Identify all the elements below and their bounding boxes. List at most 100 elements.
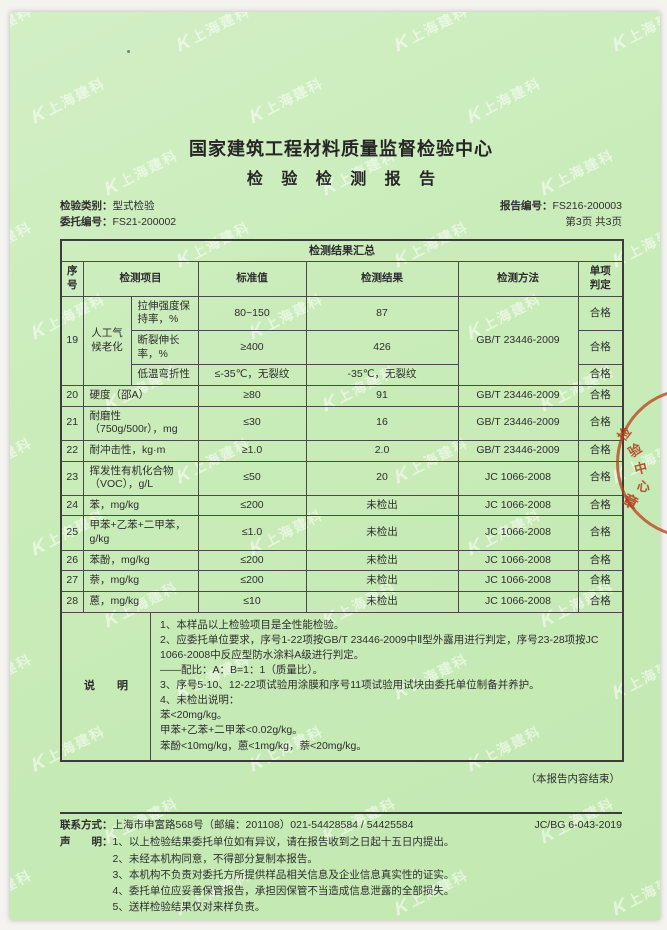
watermark-logo-text: K上海建科 [10,650,35,694]
verdict: 合格 [577,405,624,441]
item-name: 挥发性有机化合物（VOC），g/L [82,460,199,496]
verdict: 合格 [577,439,624,462]
item-name: 苯酚，mg/kg [82,549,199,572]
result-row-21: 21 耐磨性（750g/500r），mg ≤30 16 GB/T 23446-2… [60,405,624,441]
report-no-value: FS216-200003 [552,199,622,212]
standard-value: ≤200 [197,549,307,572]
jianke-logo-icon: K [29,534,49,561]
item-name: 蒽，mg/kg [82,591,199,613]
test-result: 未检出 [305,570,459,593]
col-header-std: 标准值 [197,261,307,297]
item-name: 拉伸强度保持率，% [130,295,199,332]
item-name: 耐冲击性，kg·m [82,439,199,462]
table-header-row: 序号 检测项目 标准值 检测结果 检测方法 单项 判定 [60,261,624,297]
standard-value: ≤30 [197,405,307,441]
notes-body: 1、本样品以上检验项目是全性能检验。 2、应委托单位要求，序号1-22项按GB/… [151,613,622,760]
note-line: 苯酚<10mg/kg，蒽<1mg/kg，萘<20mg/kg。 [160,739,367,752]
row-no: 20 [60,384,84,407]
jianke-logo-icon: K [29,102,49,129]
test-result: 未检出 [305,591,459,613]
standard-value: 80~150 [197,295,307,332]
result-row-23: 23 挥发性有机化合物（VOC），g/L ≤50 20 JC 1066-2008… [60,460,624,496]
verdict: 合格 [577,494,624,517]
contact-value: 上海市申富路568号（邮编：201108）021-54428584 / 5442… [112,818,414,831]
commission-no-value: FS21-200002 [112,216,177,229]
test-result: -35℃，无裂纹 [305,364,459,386]
test-result: 87 [305,295,459,332]
standard-value: ≤1.0 [197,515,307,551]
test-method: JC 1066-2008 [457,515,579,551]
report-no-row: 报告编号：FS216-200003 [500,198,622,215]
test-result: 426 [305,330,459,366]
test-result: 2.0 [305,439,459,462]
verdict: 合格 [577,591,624,613]
footer-divider [60,811,622,814]
result-row-25: 25 甲苯+乙苯+二甲苯，g/kg ≤1.0 未检出 JC 1066-2008 … [60,515,624,551]
result-row-19a: 19 人工气候老化 拉伸强度保持率，% 80~150 87 GB/T 23446… [60,295,624,386]
result-row-28: 28 蒽，mg/kg ≤10 未检出 JC 1066-2008 合格 [60,591,624,613]
item-name: 断裂伸长率，% [130,330,199,366]
item-name: 低温弯折性 [130,364,199,386]
statement-item: 3、本机构不负责对委托方所提供样品相关信息及企业信息真实性的证实。 [112,868,455,881]
item-category: 人工气候老化 [82,295,132,386]
inspection-category-row: 检验类别：型式检验 [60,198,176,215]
result-row-26: 26 苯酚，mg/kg ≤200 未检出 JC 1066-2008 合格 [60,549,624,572]
verdict: 合格 [577,384,624,407]
test-method: JC 1066-2008 [457,591,579,613]
watermark-logo-text: K上海建科 [10,12,35,46]
inspection-category-value: 型式检验 [112,199,155,212]
statement-item: 1、以上检验结果委托单位如有异议，请在报告收到之日起十五日内提出。 [112,836,455,849]
note-line: 2、应委托单位要求，序号1-22项按GB/T 23446-2009中Ⅱ型外露用进… [160,633,599,661]
notes-cell: 说 明 1、本样品以上检验项目是全性能检验。 2、应委托单位要求，序号1-22项… [60,611,624,762]
notes-label: 说 明 [62,612,151,760]
watermark-logo-text: K上海建科 [10,866,35,910]
test-method: JC 1066-2008 [457,570,579,593]
verdict: 合格 [577,460,624,496]
jianke-logo-icon: K [29,750,49,777]
commission-no-row: 委托编号：FS21-200002 [60,214,176,231]
col-header-method: 检测方法 [457,261,579,297]
note-line: 甲苯+乙苯+二甲苯<0.02g/kg。 [160,724,303,737]
test-method: GB/T 23446-2009 [457,384,579,407]
col-header-no: 序号 [60,261,84,297]
table-caption: 检测结果汇总 [60,239,624,263]
standard-value: ≤-35℃，无裂纹 [197,364,307,386]
col-header-verdict: 单项 判定 [577,261,624,297]
row-no: 24 [60,494,84,517]
standard-value: ≥400 [197,330,307,366]
row-no: 22 [60,439,84,462]
watermark-logo-text: K上海建科 [10,434,35,478]
report-end-note: （本报告内容结束） [525,772,621,785]
report-meta-right: 报告编号：FS216-200003 第3页 共3页 [500,198,622,232]
col-header-result: 检测结果 [305,261,459,297]
standard-value: ≥1.0 [197,439,307,462]
statement-label: 声 明： [60,836,113,849]
item-name: 硬度（邵A） [82,384,199,407]
contact-line: 联系方式：上海市申富路568号（邮编：201108）021-54428584 /… [60,818,622,834]
result-row-19b: 断裂伸长率，% ≥400 426 合格 [61,330,624,366]
row-no: 19 [60,295,84,386]
result-row-22: 22 耐冲击性，kg·m ≥1.0 2.0 GB/T 23446-2009 合格 [60,439,624,462]
standard-value: ≤10 [197,591,307,613]
inspection-category-label: 检验类别： [60,199,113,212]
test-result: 未检出 [305,549,459,572]
standard-value: ≤200 [197,570,307,593]
test-method: GB/T 23446-2009 [457,405,579,441]
note-line: 4、未检出说明： [160,694,240,707]
test-method: GB/T 23446-2009 [457,295,579,386]
note-line: 苯<20mg/kg。 [160,709,228,722]
item-name: 萘，mg/kg [82,570,199,593]
document-code: JC/BG 6-043-2019 [534,818,622,831]
statement-item: 2、未经本机构同意，不得部分复制本报告。 [112,852,318,865]
table-caption-row: 检测结果汇总 [60,239,624,263]
commission-no-label: 委托编号： [60,216,113,229]
statement-item: 4、委托单位应妥善保管报告，承担因保管不当造成信息泄露的全部损失。 [112,885,455,898]
test-result: 未检出 [305,515,459,551]
standard-value: ≤50 [197,460,307,496]
note-line: 3、序号5-10、12-22项试验用涂膜和序号11项试验用试块由委托单位制备并养… [160,679,540,692]
col-header-item: 检测项目 [82,261,199,297]
item-name: 耐磨性（750g/500r），mg [82,405,199,441]
notes-wrap: 说 明 1、本样品以上检验项目是全性能检验。 2、应委托单位要求，序号1-22项… [62,612,622,760]
results-table: 检测结果汇总 序号 检测项目 标准值 检测结果 检测方法 单项 判定 19 人工… [60,239,625,762]
result-row-19c: 低温弯折性 ≤-35℃，无裂纹 -35℃，无裂纹 合格 [61,364,624,386]
